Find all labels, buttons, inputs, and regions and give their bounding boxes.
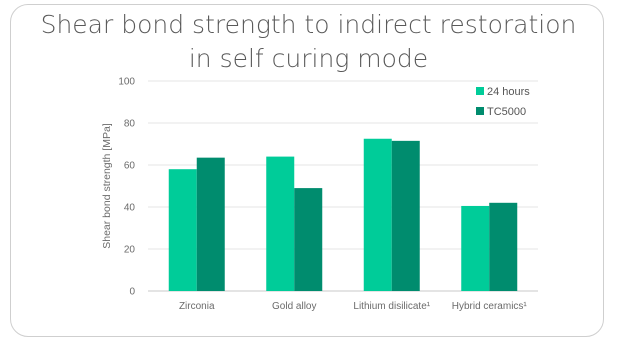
bar-24-hours-1 [266, 156, 295, 291]
bar-24-hours-0 [168, 169, 197, 291]
x-axis-ticks: Zirconia Gold alloy Lithium disilicate¹ Hyb… [179, 301, 527, 312]
x-tick-label: Gold alloy [272, 301, 316, 312]
x-tick-label: Lithium disilicate¹ [353, 301, 430, 312]
x-tick-label: Zirconia [179, 301, 215, 312]
bar-24-hours-2 [363, 138, 392, 291]
bar-tc5000-2 [391, 140, 420, 291]
y-tick-label: 40 [124, 203, 136, 214]
chart-title-line1: Shear bond strength to indirect restorat… [40, 10, 577, 39]
bar-tc5000-3 [489, 202, 518, 291]
y-tick-label: 60 [124, 161, 136, 172]
chart-title: Shear bond strength to indirect restorat… [0, 8, 617, 76]
legend-label: 24 hours [487, 86, 530, 98]
bar-24-hours-3 [461, 205, 490, 291]
y-tick-label: 100 [118, 77, 135, 88]
y-axis-ticks: 0 20 40 60 80 100 [118, 77, 135, 298]
bars [168, 138, 518, 291]
chart-title-line2: in self curing mode [188, 44, 429, 73]
legend-swatch [476, 107, 484, 115]
y-tick-label: 80 [124, 119, 136, 130]
bar-tc5000-1 [294, 188, 323, 291]
legend: 24 hours TC5000 [476, 86, 530, 118]
y-axis-label: Shear bond strength [MPa] [101, 123, 113, 249]
y-tick-label: 0 [129, 287, 135, 298]
legend-label: TC5000 [487, 106, 526, 118]
y-tick-label: 20 [124, 245, 136, 256]
legend-swatch [476, 87, 484, 95]
bar-tc5000-0 [196, 157, 225, 291]
x-tick-label: Hybrid ceramics¹ [452, 301, 528, 312]
